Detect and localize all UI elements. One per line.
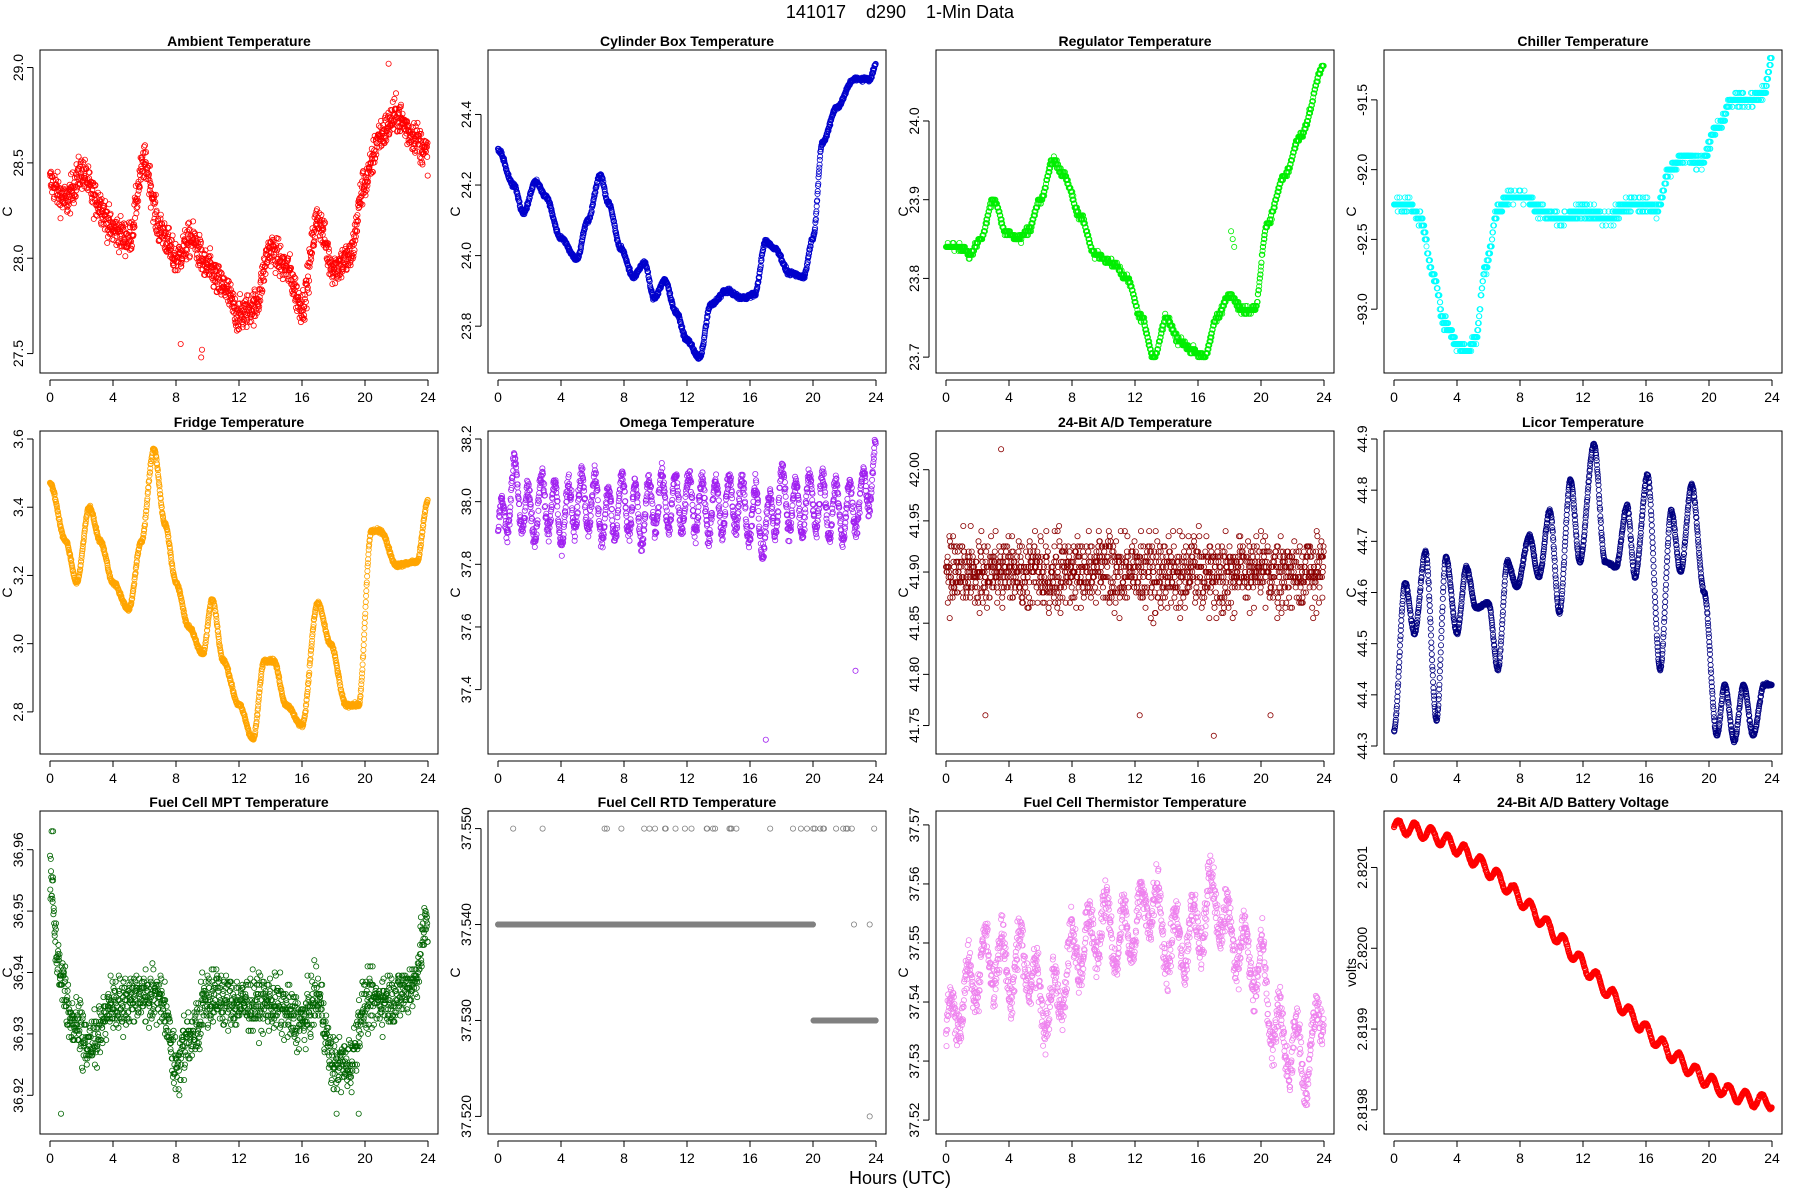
y-tick-label: 24.2: [458, 171, 474, 198]
data-point: [116, 250, 121, 255]
data-point: [244, 324, 249, 329]
plot-frame: [488, 50, 886, 373]
data-point: [58, 216, 63, 221]
y-tick-label: 28.0: [10, 244, 26, 271]
outlier-point: [199, 355, 204, 360]
outlier-point: [199, 347, 204, 352]
data-point: [107, 202, 112, 207]
data-point: [91, 216, 96, 221]
data-point: [208, 246, 213, 251]
y-tick-label: 29.0: [10, 54, 26, 81]
data-point: [390, 99, 395, 104]
data-point: [352, 248, 357, 253]
data-point: [251, 323, 256, 328]
x-tick-label: 20: [805, 389, 821, 405]
x-tick-label: 12: [679, 389, 695, 405]
data-point: [170, 233, 175, 238]
data-point: [105, 240, 110, 245]
outlier-point: [178, 341, 183, 346]
data-point: [268, 264, 273, 269]
x-tick-label: 16: [294, 389, 310, 405]
y-tick-label: 23.8: [458, 312, 474, 339]
data-point: [55, 169, 60, 174]
y-tick-label: 24.4: [458, 101, 474, 128]
x-axis: 0 4 8 12 16 20 24: [46, 380, 436, 405]
data-point: [237, 292, 242, 297]
y-axis: 23.8 24.0 24.2 24.4: [458, 101, 481, 340]
data-point: [425, 154, 430, 159]
x-axis: 0 4 8 12 16 20 24: [494, 380, 884, 405]
data-point: [71, 201, 76, 206]
chart-panel-1: Cylinder Box Temperature C 0 4 8 12 16 20 24 23.8…: [447, 33, 886, 405]
data-points: [495, 61, 878, 361]
chart-title: Cylinder Box Temperature: [600, 33, 774, 49]
data-point: [425, 173, 430, 178]
y-axis-label: C: [0, 206, 15, 216]
x-tick-label: 20: [357, 389, 373, 405]
data-point: [142, 143, 147, 148]
x-tick-label: 0: [46, 389, 54, 405]
data-point: [118, 213, 123, 218]
data-points: [47, 61, 430, 360]
x-tick-label: 12: [231, 389, 247, 405]
x-tick-label: 16: [742, 389, 758, 405]
x-tick-label: 0: [494, 389, 502, 405]
data-point: [326, 249, 331, 254]
x-tick-label: 24: [868, 389, 884, 405]
outlier-point: [386, 61, 391, 66]
data-point: [393, 91, 398, 96]
data-point: [233, 296, 238, 301]
data-point: [123, 254, 128, 259]
x-tick-label: 24: [420, 389, 436, 405]
y-tick-label: 27.5: [10, 340, 26, 367]
x-tick-label: 4: [557, 389, 565, 405]
x-tick-label: 8: [172, 389, 180, 405]
chart-panel-0: Ambient Temperature C 0 4 8 12 16 20 24 27.5 28.0 2…: [0, 33, 438, 405]
data-point: [392, 96, 397, 101]
data-point: [303, 299, 308, 304]
data-point: [158, 212, 163, 217]
x-tick-label: 4: [109, 389, 117, 405]
y-axis-label: C: [447, 206, 463, 216]
y-tick-label: 24.0: [458, 242, 474, 269]
charts-grid: Ambient Temperature C 0 4 8 12 16 20 24 27.5 28.0 2…: [0, 0, 1800, 1200]
chart-title: Ambient Temperature: [167, 33, 311, 49]
y-tick-label: 28.5: [10, 149, 26, 176]
x-tick-label: 8: [620, 389, 628, 405]
